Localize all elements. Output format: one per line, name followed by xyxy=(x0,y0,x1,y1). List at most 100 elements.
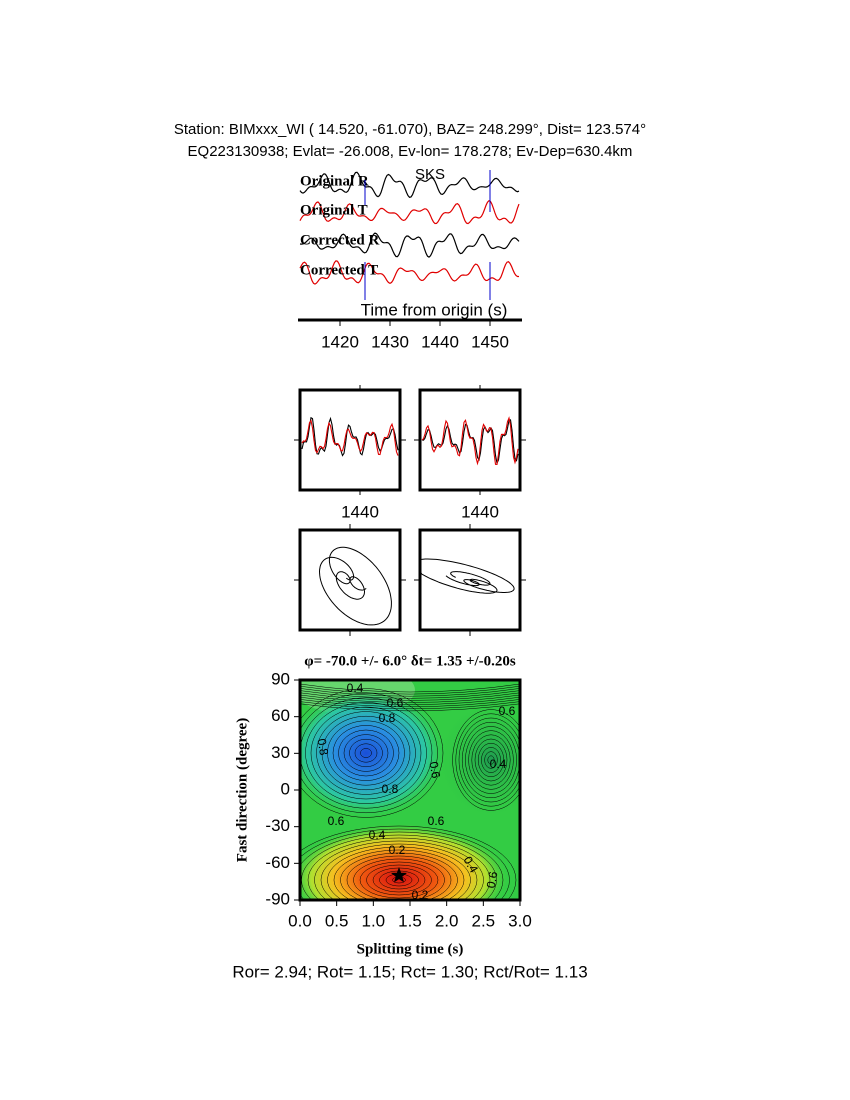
contour-line xyxy=(481,747,501,773)
contour-label: 0.8 xyxy=(314,737,331,756)
contour-line xyxy=(300,692,520,701)
chart-title: φ= -70.0 +/- 6.0° δt= 1.35 +/-0.20s xyxy=(304,653,516,669)
y-tick-label: -30 xyxy=(265,816,290,835)
contour-line xyxy=(300,701,520,710)
contour-line xyxy=(300,688,444,818)
contour-line xyxy=(360,748,372,758)
x-tick-label: 1.5 xyxy=(398,911,422,930)
contour-line xyxy=(327,846,471,900)
x-tick-label: 1420 xyxy=(321,332,359,351)
trace-label: Original T xyxy=(300,202,368,218)
contour-label: 0.6 xyxy=(428,814,445,828)
x-tick-label: 1440 xyxy=(341,502,379,521)
trace-label: Corrected T xyxy=(300,262,378,278)
header-line: Station: BIMxxx_WI ( 14.520, -61.070), B… xyxy=(174,121,646,138)
contour-label: 0.2 xyxy=(412,888,429,902)
contour-line xyxy=(452,709,520,811)
x-tick-label: 2.0 xyxy=(435,911,459,930)
contour-label: 0.8 xyxy=(379,711,396,725)
contour-line xyxy=(474,738,508,782)
x-tick-label: 0.0 xyxy=(288,911,312,930)
contour-line xyxy=(359,861,439,899)
y-tick-label: -90 xyxy=(265,889,290,908)
contour-line xyxy=(300,683,520,693)
contour-line xyxy=(310,706,422,800)
x-axis-label: Time from origin (s) xyxy=(361,300,508,319)
contour-line xyxy=(320,843,478,900)
trace-label: Original R xyxy=(300,173,369,189)
y-tick-label: 90 xyxy=(271,669,290,688)
contour-line xyxy=(487,755,495,765)
phase-label: SKS xyxy=(415,166,445,183)
contour-line xyxy=(353,858,445,900)
contour-line xyxy=(332,725,400,781)
contour-line xyxy=(300,825,517,900)
waveform xyxy=(421,416,519,466)
best-fit xyxy=(390,867,408,883)
contour-line xyxy=(300,699,520,707)
contour-line xyxy=(300,688,520,697)
x-tick-label: 1.0 xyxy=(362,911,386,930)
contour-line xyxy=(300,831,504,900)
contour-line xyxy=(349,738,383,768)
contour-line xyxy=(354,743,378,763)
x-tick-label: 1440 xyxy=(421,332,459,351)
contour-line xyxy=(316,711,416,795)
contour-label: 0.2 xyxy=(389,843,406,857)
contour-line xyxy=(300,703,520,712)
contour-line xyxy=(327,720,405,786)
contour-line xyxy=(300,685,520,695)
waveform xyxy=(301,416,399,457)
trace xyxy=(299,199,520,225)
trace xyxy=(299,171,520,198)
particle-motion xyxy=(420,558,515,594)
contour-label: 0.6 xyxy=(328,814,345,828)
contour-line xyxy=(321,715,411,791)
contour-line xyxy=(314,840,484,900)
contour-line xyxy=(346,855,452,900)
contour-line xyxy=(477,742,505,778)
x-tick-label: 1440 xyxy=(461,502,499,521)
contour-line xyxy=(300,690,520,699)
contour-label: 0.6 xyxy=(484,870,501,889)
contour-line xyxy=(343,734,389,772)
trace xyxy=(299,260,519,285)
frame xyxy=(418,388,522,492)
contour-line xyxy=(338,729,394,777)
x-tick-label: 1450 xyxy=(471,332,509,351)
contour-line xyxy=(468,730,514,790)
contour-label: 0.4 xyxy=(347,681,364,695)
contour-line xyxy=(300,696,520,705)
contour-line xyxy=(307,837,491,900)
contour-line xyxy=(471,734,511,786)
contour-line xyxy=(455,713,520,807)
contour-line xyxy=(340,852,458,900)
contour-label: 0.6 xyxy=(387,696,404,710)
y-axis-label: Fast direction (degree) xyxy=(234,718,250,862)
contour-line xyxy=(305,702,427,804)
contour-line xyxy=(484,751,498,769)
contours xyxy=(300,683,520,900)
footer: Ror= 2.94; Rot= 1.15; Rct= 1.30; Rct/Rot… xyxy=(232,962,587,981)
header-line: EQ223130938; Evlat= -26.008, Ev-lon= 178… xyxy=(188,143,633,160)
contour-label: 0.4 xyxy=(490,757,507,771)
contour-label: 0.6 xyxy=(426,760,443,779)
y-tick-label: -60 xyxy=(265,853,290,872)
y-tick-label: 30 xyxy=(271,743,290,762)
x-axis-label: Splitting time (s) xyxy=(357,941,464,957)
waveform xyxy=(301,419,399,456)
contour-label: 0.6 xyxy=(499,704,516,718)
waveform xyxy=(421,419,519,465)
contour-line xyxy=(300,697,433,809)
misfit-surface xyxy=(300,680,520,900)
y-tick-label: 60 xyxy=(271,706,290,725)
trace xyxy=(299,232,520,258)
contour-label: 0.4 xyxy=(369,828,386,842)
contour-line xyxy=(458,717,520,803)
y-tick-label: 0 xyxy=(281,779,290,798)
particle-motion xyxy=(318,546,392,626)
trace-label: Corrected R xyxy=(300,232,379,248)
contour-line xyxy=(300,692,438,814)
x-tick-label: 2.5 xyxy=(472,911,496,930)
